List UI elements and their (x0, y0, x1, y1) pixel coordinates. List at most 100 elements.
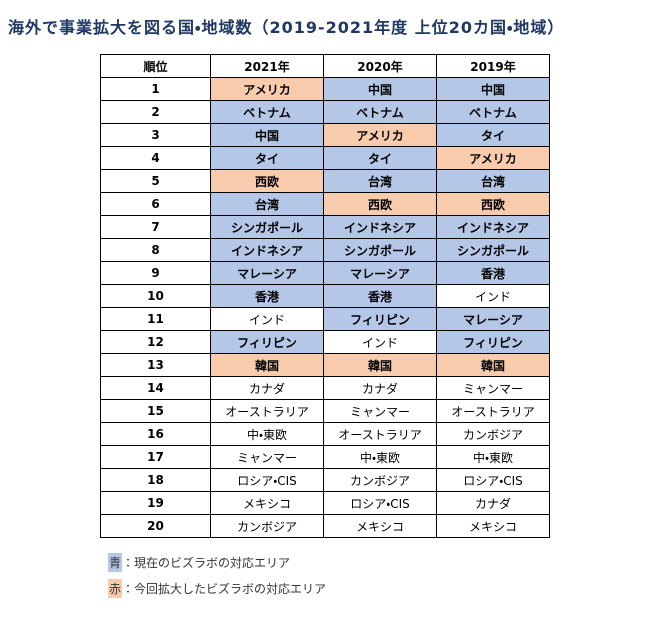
table-row: 11 インド フィリピン マレーシア (100, 307, 550, 331)
country-cell: シンガポール (210, 215, 324, 239)
country-cell: 西欧 (323, 192, 437, 216)
rank-cell: 20 (100, 514, 211, 538)
rank-cell: 13 (100, 353, 211, 377)
table-row: 17 ミャンマー 中・東欧 中・東欧 (100, 445, 550, 469)
table-row: 9 マレーシア マレーシア 香港 (100, 261, 550, 285)
table-body: 1 アメリカ 中国 中国 2 ベトナム ベトナム ベトナム 3 中国 アメリカ タイ 4 タイ タイ アメリカ… (100, 77, 550, 538)
rank-cell: 4 (100, 146, 211, 170)
table-row: 20 カンボジア メキシコ メキシコ (100, 514, 550, 538)
country-cell: ロシア・CIS (323, 491, 437, 515)
rank-cell: 16 (100, 422, 211, 446)
country-cell: 西欧 (436, 192, 550, 216)
country-cell: マレーシア (323, 261, 437, 285)
rank-cell: 12 (100, 330, 211, 354)
table-row: 3 中国 アメリカ タイ (100, 123, 550, 147)
legend-text-orange: ：今回拡大したビズラボの対応エリア (122, 582, 327, 596)
country-cell: ミャンマー (436, 376, 550, 400)
legend-text-blue: ：現在のビズラボの対応エリア (122, 556, 291, 570)
table-row: 6 台湾 西欧 西欧 (100, 192, 550, 216)
table-row: 19 メキシコ ロシア・CIS カナダ (100, 491, 550, 515)
country-cell: オーストラリア (210, 399, 324, 423)
country-cell: シンガポール (436, 238, 550, 262)
country-cell: ベトナム (436, 100, 550, 124)
rank-cell: 11 (100, 307, 211, 331)
country-cell: 中・東欧 (323, 445, 437, 469)
country-cell: インドネシア (323, 215, 437, 239)
table-row: 15 オーストラリア ミャンマー オーストラリア (100, 399, 550, 423)
country-cell: ベトナム (323, 100, 437, 124)
country-cell: 中国 (323, 77, 437, 101)
table-row: 4 タイ タイ アメリカ (100, 146, 550, 170)
country-cell: ベトナム (210, 100, 324, 124)
legend-swatch-orange: 赤 (108, 579, 123, 598)
column-header-2020: 2020年 (323, 54, 437, 78)
country-cell: インドネシア (210, 238, 324, 262)
country-cell: カナダ (436, 491, 550, 515)
table-row: 18 ロシア・CIS カンボジア ロシア・CIS (100, 468, 550, 492)
rank-cell: 9 (100, 261, 211, 285)
country-cell: ミャンマー (323, 399, 437, 423)
table-row: 1 アメリカ 中国 中国 (100, 77, 550, 101)
rank-cell: 19 (100, 491, 211, 515)
country-cell: 台湾 (323, 169, 437, 193)
rank-cell: 3 (100, 123, 211, 147)
country-cell: ミャンマー (210, 445, 324, 469)
rank-cell: 18 (100, 468, 211, 492)
country-cell: マレーシア (436, 307, 550, 331)
country-cell: アメリカ (436, 146, 550, 170)
country-cell: タイ (323, 146, 437, 170)
country-cell: オーストラリア (436, 399, 550, 423)
page-title: 海外で事業拡大を図る国・地域数（2019-2021年度 上位20カ国・地域） (8, 18, 565, 37)
country-cell: メキシコ (436, 514, 550, 538)
legend-item-blue: 青：現在のビズラボの対応エリア (108, 553, 642, 572)
country-cell: 中・東欧 (210, 422, 324, 446)
country-cell: 韓国 (210, 353, 324, 377)
rank-cell: 14 (100, 376, 211, 400)
table-row: 14 カナダ カナダ ミャンマー (100, 376, 550, 400)
rank-cell: 8 (100, 238, 211, 262)
rank-cell: 15 (100, 399, 211, 423)
rank-cell: 10 (100, 284, 211, 308)
country-cell: メキシコ (323, 514, 437, 538)
country-cell: インドネシア (436, 215, 550, 239)
table-row: 10 香港 香港 インド (100, 284, 550, 308)
country-cell: フィリピン (210, 330, 324, 354)
country-cell: インド (323, 330, 437, 354)
column-header-2019: 2019年 (436, 54, 550, 78)
legend-swatch-blue: 青 (108, 553, 123, 572)
table-row: 7 シンガポール インドネシア インドネシア (100, 215, 550, 239)
table-row: 5 西欧 台湾 台湾 (100, 169, 550, 193)
legend-item-orange: 赤：今回拡大したビズラボの対応エリア (108, 579, 642, 598)
country-cell: カンボジア (210, 514, 324, 538)
rank-cell: 7 (100, 215, 211, 239)
table-header-row: 順位 2021年 2020年 2019年 (100, 54, 550, 78)
country-cell: アメリカ (323, 123, 437, 147)
table-row: 13 韓国 韓国 韓国 (100, 353, 550, 377)
country-cell: インド (210, 307, 324, 331)
country-cell: オーストラリア (323, 422, 437, 446)
rank-cell: 17 (100, 445, 211, 469)
legend: 青：現在のビズラボの対応エリア 赤：今回拡大したビズラボの対応エリア (108, 553, 642, 598)
country-cell: タイ (210, 146, 324, 170)
rank-cell: 5 (100, 169, 211, 193)
country-cell: シンガポール (323, 238, 437, 262)
column-header-2021: 2021年 (210, 54, 324, 78)
country-cell: カナダ (323, 376, 437, 400)
country-cell: 中国 (210, 123, 324, 147)
country-cell: 韓国 (323, 353, 437, 377)
country-cell: インド (436, 284, 550, 308)
country-cell: 中国 (436, 77, 550, 101)
rank-cell: 6 (100, 192, 211, 216)
table-row: 8 インドネシア シンガポール シンガポール (100, 238, 550, 262)
country-cell: フィリピン (323, 307, 437, 331)
country-cell: 台湾 (436, 169, 550, 193)
country-cell: 西欧 (210, 169, 324, 193)
country-cell: 台湾 (210, 192, 324, 216)
rank-cell: 2 (100, 100, 211, 124)
country-cell: 香港 (323, 284, 437, 308)
table-row: 2 ベトナム ベトナム ベトナム (100, 100, 550, 124)
country-cell: 香港 (210, 284, 324, 308)
country-cell: カンボジア (323, 468, 437, 492)
column-header-rank: 順位 (100, 54, 211, 78)
